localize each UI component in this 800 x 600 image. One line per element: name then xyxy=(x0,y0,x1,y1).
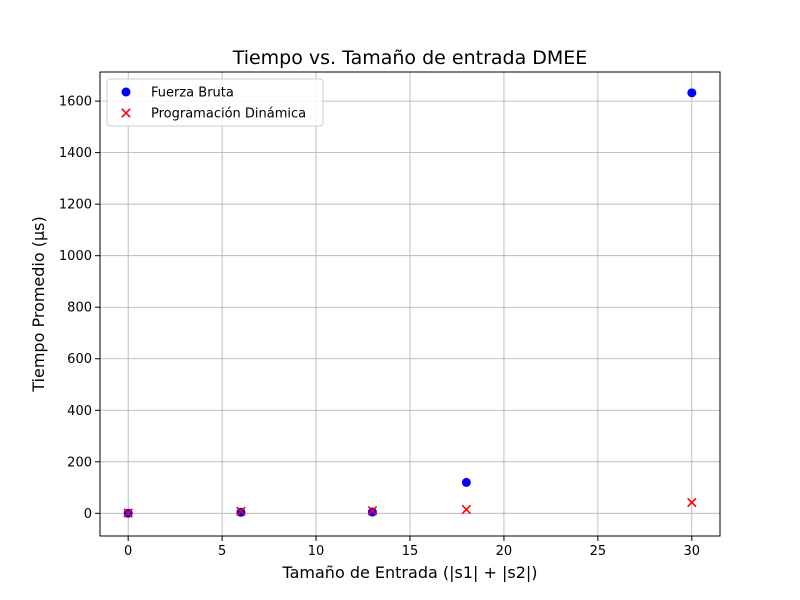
y-tick-label: 600 xyxy=(67,352,92,367)
legend-label: Fuerza Bruta xyxy=(151,86,234,101)
y-tick-label: 0 xyxy=(84,507,92,522)
fuerza-bruta-point xyxy=(687,88,697,98)
y-tick-label: 400 xyxy=(67,404,92,419)
chart-title: Tiempo vs. Tamaño de entrada DMEE xyxy=(232,47,588,69)
legend-marker xyxy=(121,87,131,97)
legend-marker xyxy=(121,108,131,118)
x-tick-label: 25 xyxy=(590,544,607,559)
x-tick-label: 20 xyxy=(496,544,513,559)
x-tick-label: 5 xyxy=(218,544,226,559)
y-tick-label: 800 xyxy=(67,301,92,316)
fuerza-bruta-point xyxy=(367,507,377,517)
programacion-dinamica-point xyxy=(687,497,697,508)
x-tick-label: 0 xyxy=(124,544,132,559)
x-tick-label: 15 xyxy=(402,544,419,559)
y-tick-label: 200 xyxy=(67,455,92,470)
data-points xyxy=(123,88,697,518)
y-tick-label: 1600 xyxy=(59,95,92,110)
x-tick-label: 30 xyxy=(684,544,701,559)
x-axis-label: Tamaño de Entrada (|s1| + |s2|) xyxy=(281,563,537,582)
legend: Fuerza Bruta Programación Dinámica xyxy=(106,78,324,127)
x-tick-label: 10 xyxy=(308,544,325,559)
legend-box xyxy=(106,78,324,127)
y-axis-label: Tiempo Promedio (µs) xyxy=(29,216,48,392)
grid xyxy=(100,72,720,536)
y-tick-label: 1200 xyxy=(59,198,92,213)
legend-label: Programación Dinámica xyxy=(151,107,306,122)
programacion-dinamica-point xyxy=(123,508,133,518)
y-tick-label: 1000 xyxy=(59,249,92,264)
y-tick-label: 1400 xyxy=(59,146,92,161)
fuerza-bruta-point xyxy=(461,477,471,487)
programacion-dinamica-point xyxy=(236,506,246,517)
programacion-dinamica-point xyxy=(461,504,472,515)
programacion-dinamica-point xyxy=(367,505,378,516)
axis-ticks: 0 5 10 15 20 25 30 0 200 400 600 800 1000 1200 1400 160… xyxy=(59,95,700,559)
